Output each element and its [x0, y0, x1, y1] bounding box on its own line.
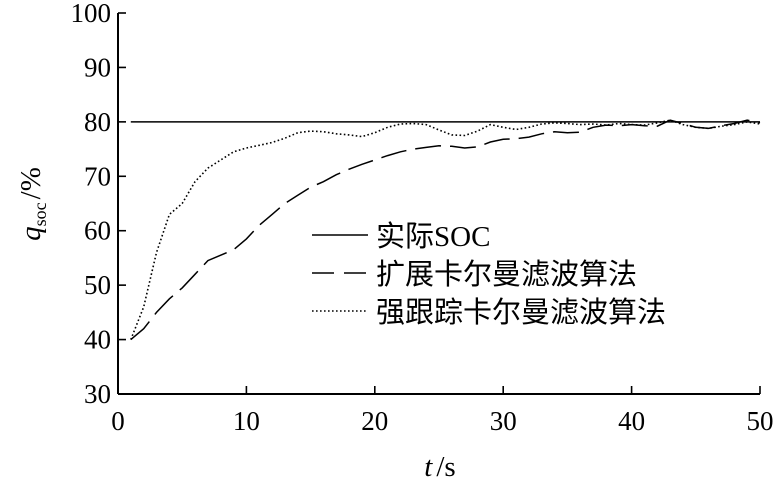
x-tick-label: 50 [747, 406, 774, 436]
legend-label-3: 强跟踪卡尔曼滤波算法 [376, 296, 666, 329]
y-tick-label: 90 [84, 52, 111, 82]
y-tick-label: 70 [84, 161, 111, 191]
series-line-3 [130, 119, 761, 340]
y-axis-title: qsoc/% [15, 167, 50, 241]
ticks: 30 40 50 60 70 80 90 100 0 10 20 30 40 50 [71, 0, 774, 436]
legend-label-1: 实际SOC [376, 220, 490, 253]
x-tick-label: 30 [490, 406, 517, 436]
axis-titles: t/s qsoc/% [15, 167, 456, 483]
axes [117, 13, 760, 395]
series-line-2 [130, 119, 761, 341]
y-tick-label: 50 [84, 270, 111, 300]
x-tick-label: 10 [233, 406, 260, 436]
x-tick-label: 40 [618, 406, 645, 436]
y-tick-label: 80 [84, 107, 111, 137]
series [130, 119, 761, 341]
y-tick-label: 30 [84, 379, 111, 409]
y-tick-label: 100 [71, 0, 112, 28]
x-tick-label: 20 [361, 406, 388, 436]
x-axis-title: t/s [424, 451, 455, 483]
y-tick-label: 60 [84, 216, 111, 246]
y-tick-label: 40 [84, 325, 111, 355]
x-tick-label: 0 [111, 406, 125, 436]
legend-label-2: 扩展卡尔曼滤波算法 [376, 258, 637, 291]
